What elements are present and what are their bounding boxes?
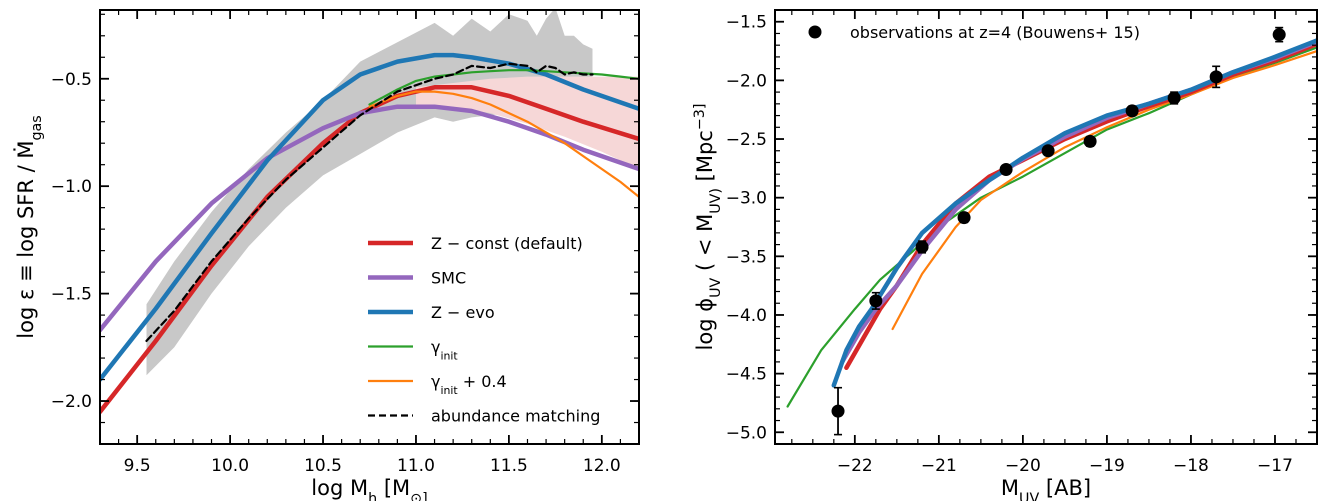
right-panel-uv-luminosity-function: −22 −21 −20 −19 −18 −17 −5.0 −4.5 −4.0 −3.5 −3.0 −2… bbox=[692, 9, 1318, 501]
l-xtick-label: 12.0 bbox=[583, 456, 621, 476]
legend-label-init: γinit bbox=[431, 338, 458, 363]
r-xtick-label: −18 bbox=[1173, 456, 1209, 476]
left-legend: Z − const (default) SMC Z − evo γinit γinit … bbox=[368, 234, 600, 426]
l-ytick-label: −1.0 bbox=[51, 177, 92, 197]
l-ytick-label: −0.5 bbox=[51, 70, 92, 90]
right-x-axis-label: MUV [AB] bbox=[1001, 476, 1091, 501]
r-ytick-label: −4.5 bbox=[726, 365, 767, 385]
r-ytick-label: −3.0 bbox=[726, 189, 767, 209]
r-ytick-label: −1.5 bbox=[726, 13, 767, 33]
legend-label-observations: observations at z=4 (Bouwens+ 15) bbox=[850, 23, 1140, 42]
r-xtick-label: −20 bbox=[1005, 456, 1041, 476]
l-xtick-label: 10.5 bbox=[304, 456, 342, 476]
observation-point bbox=[1041, 144, 1055, 158]
r-xtick-label: −17 bbox=[1257, 456, 1293, 476]
series-line-smc bbox=[839, 39, 1317, 365]
observation-points bbox=[831, 26, 1286, 436]
observation-point bbox=[1209, 70, 1223, 84]
l-xtick-label: 10.0 bbox=[211, 456, 249, 476]
series-line-z-evo bbox=[831, 38, 1317, 388]
series-line-init bbox=[786, 46, 1317, 408]
observation-point bbox=[869, 294, 883, 308]
observation-point bbox=[1167, 91, 1181, 105]
legend-label-smc: SMC bbox=[431, 269, 466, 288]
l-ytick-label: −2.0 bbox=[51, 392, 92, 412]
l-xtick-label: 11.0 bbox=[397, 456, 435, 476]
r-xtick-label: −22 bbox=[837, 456, 873, 476]
series-line-smc bbox=[100, 104, 639, 333]
left-panel-efficiency-vs-halo-mass: 9.5 10.0 10.5 11.0 11.5 12.0−2.0−1.5−1.0−0.5 … bbox=[13, 9, 640, 501]
legend-label-abundance-matching: abundance matching bbox=[431, 407, 600, 426]
legend-marker-observations bbox=[808, 25, 822, 39]
left-x-axis-label: log Mh [M⊙] bbox=[311, 476, 427, 501]
left-y-axis-label: log ε ≡ log SFR / Ṁgas bbox=[13, 115, 45, 338]
observation-point bbox=[999, 163, 1013, 177]
observation-point bbox=[1083, 134, 1097, 148]
observation-point bbox=[1125, 104, 1139, 118]
r-ytick-label: −5.0 bbox=[726, 423, 767, 443]
observation-point bbox=[957, 211, 971, 225]
observation-point bbox=[831, 404, 845, 418]
observation-point bbox=[915, 240, 929, 254]
r-ytick-label: −2.5 bbox=[726, 130, 767, 150]
legend-label-z-evo: Z − evo bbox=[431, 303, 495, 322]
series-line-init-0-4 bbox=[891, 49, 1317, 331]
observation-point bbox=[1272, 28, 1286, 42]
l-ytick-label: −1.5 bbox=[51, 285, 92, 305]
left-plot-frame bbox=[99, 9, 640, 445]
band-abundance-matching-scatter bbox=[146, 10, 593, 376]
series-line-init bbox=[368, 69, 639, 106]
r-ytick-label: −4.0 bbox=[726, 306, 767, 326]
r-xtick-label: −19 bbox=[1089, 456, 1125, 476]
right-y-axis-label: log ϕUV ( < MUV) [Mpc−3] bbox=[692, 104, 724, 351]
legend-label-z-const-default: Z − const (default) bbox=[431, 234, 583, 253]
series-line-init-0-4 bbox=[368, 90, 639, 198]
right-legend: observations at z=4 (Bouwens+ 15) bbox=[808, 23, 1140, 42]
l-xtick-label: 11.5 bbox=[490, 456, 528, 476]
r-xtick-label: −21 bbox=[921, 456, 957, 476]
series-line-abundance-matching bbox=[145, 62, 594, 342]
r-ytick-label: −2.0 bbox=[726, 71, 767, 91]
r-ytick-label: −3.5 bbox=[726, 247, 767, 267]
l-xtick-label: 9.5 bbox=[124, 456, 151, 476]
right-plot-frame bbox=[774, 9, 1318, 445]
series-line-z-evo bbox=[100, 52, 639, 382]
legend-label-init-0-4: γinit + 0.4 bbox=[431, 372, 507, 397]
series-line-z-const-default bbox=[844, 41, 1317, 371]
